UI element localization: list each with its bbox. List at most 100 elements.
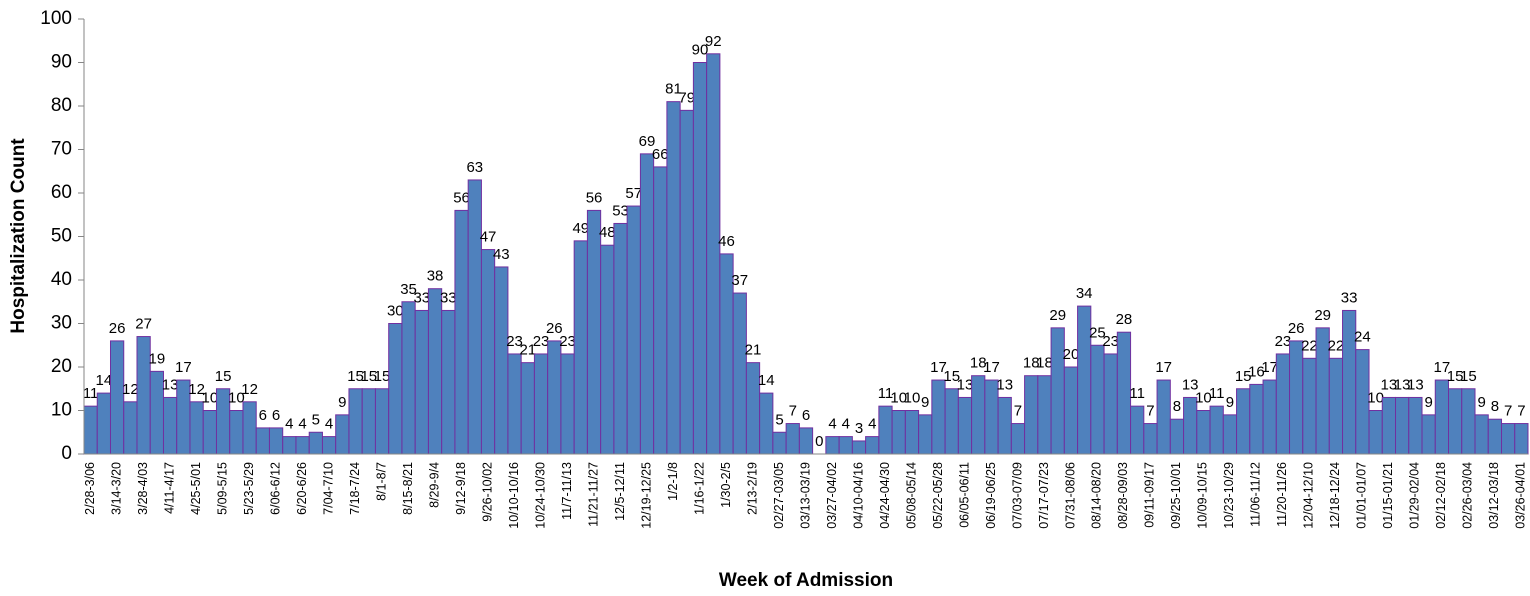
bar (1368, 410, 1383, 455)
bar (1249, 383, 1264, 455)
bar (454, 209, 469, 455)
bar (162, 396, 178, 455)
data-label: 30 (387, 303, 404, 320)
data-label: 17 (1155, 359, 1172, 376)
bar (560, 353, 575, 455)
x-tick-label: 08/28-09/03 (1116, 462, 1130, 529)
x-tick-label: 07/31-08/06 (1063, 462, 1077, 529)
bar (772, 431, 787, 455)
x-tick-label: 11/06-11/12 (1249, 462, 1263, 527)
bar (480, 249, 496, 455)
bar (255, 427, 270, 455)
bar (335, 414, 350, 455)
x-tick-label: 8/1-8/7 (374, 462, 388, 501)
bar (1090, 344, 1105, 455)
bar (1222, 414, 1238, 455)
data-label: 11 (1209, 385, 1225, 402)
data-label: 79 (678, 89, 695, 106)
data-label: 11 (83, 385, 99, 402)
data-label: 10 (904, 390, 921, 407)
data-label: 23 (533, 333, 550, 350)
x-tick-label: 07/03-07/09 (1010, 462, 1024, 529)
data-label: 8 (1491, 398, 1499, 415)
x-tick-label: 01/29-02/04 (1408, 462, 1422, 529)
bar (427, 288, 443, 455)
bar (626, 205, 641, 455)
bar (374, 388, 390, 455)
bar (851, 440, 867, 455)
data-label: 27 (135, 316, 152, 333)
y-tick-label: 70 (51, 139, 72, 160)
x-tick-label: 01/01-01/07 (1355, 462, 1369, 529)
data-label: 15 (347, 368, 364, 385)
bar (1302, 357, 1317, 455)
bar (123, 401, 138, 455)
x-tick-label: 03/12-03/18 (1487, 462, 1501, 529)
bar (388, 323, 403, 455)
x-tick-label: 8/29-9/4 (427, 462, 441, 508)
data-label: 49 (572, 220, 589, 237)
data-label: 38 (427, 268, 444, 285)
x-tick-label: 10/23-10/29 (1222, 462, 1236, 529)
bar (1381, 396, 1397, 455)
bar (1487, 418, 1503, 455)
data-label: 15 (374, 368, 391, 385)
bar (971, 375, 986, 455)
data-label: 63 (466, 159, 483, 176)
data-label: 56 (453, 189, 470, 206)
y-tick-label: 50 (51, 226, 72, 247)
data-label: 17 (175, 359, 192, 376)
bar (798, 427, 814, 455)
data-label: 12 (241, 381, 258, 398)
data-label: 33 (1341, 289, 1358, 306)
bar (825, 436, 840, 455)
x-tick-label: 04/24-04/30 (878, 462, 892, 529)
data-label: 57 (625, 185, 642, 202)
data-label: 56 (586, 189, 603, 206)
data-label: 7 (1146, 403, 1154, 420)
bar (1434, 379, 1450, 455)
bar (1289, 340, 1304, 455)
data-label: 8 (1173, 398, 1181, 415)
x-tick-label: 02/12-02/18 (1434, 462, 1448, 529)
data-label: 15 (1460, 368, 1477, 385)
data-label: 23 (1102, 333, 1119, 350)
data-label: 35 (400, 281, 417, 298)
data-label: 4 (868, 416, 876, 433)
x-tick-label: 3/14-3/20 (109, 462, 123, 515)
bar (520, 362, 535, 455)
bar (944, 388, 959, 455)
data-label: 3 (855, 420, 863, 437)
bar (1143, 423, 1158, 455)
data-label: 12 (122, 381, 139, 398)
data-label: 37 (731, 272, 748, 289)
bar (507, 353, 522, 455)
x-tick-label: 3/28-4/03 (136, 462, 150, 515)
data-label: 10 (1195, 390, 1212, 407)
data-label: 21 (745, 342, 762, 359)
bar (1514, 423, 1529, 455)
data-label: 17 (983, 359, 1000, 376)
data-label: 22 (1328, 337, 1345, 354)
y-tick-label: 30 (51, 313, 72, 334)
bar (242, 401, 257, 455)
data-label: 23 (506, 333, 523, 350)
data-label: 33 (440, 289, 457, 306)
x-tick-label: 8/15-8/21 (401, 462, 415, 515)
data-label: 26 (1288, 320, 1305, 337)
x-tick-label: 10/09-10/15 (1196, 462, 1210, 529)
x-tick-label: 04/10-04/16 (851, 462, 865, 529)
bar (83, 405, 98, 455)
data-label: 10 (890, 390, 907, 407)
data-label: 47 (480, 229, 497, 246)
bar (1130, 405, 1145, 455)
data-label: 90 (692, 42, 709, 59)
x-tick-label: 12/19-12/25 (639, 462, 653, 529)
data-label: 21 (519, 342, 536, 359)
data-label: 13 (1394, 376, 1411, 393)
bar (414, 309, 429, 455)
data-label: 22 (1301, 337, 1318, 354)
bar (785, 423, 800, 455)
bar (1448, 388, 1463, 455)
bar (1037, 375, 1052, 455)
